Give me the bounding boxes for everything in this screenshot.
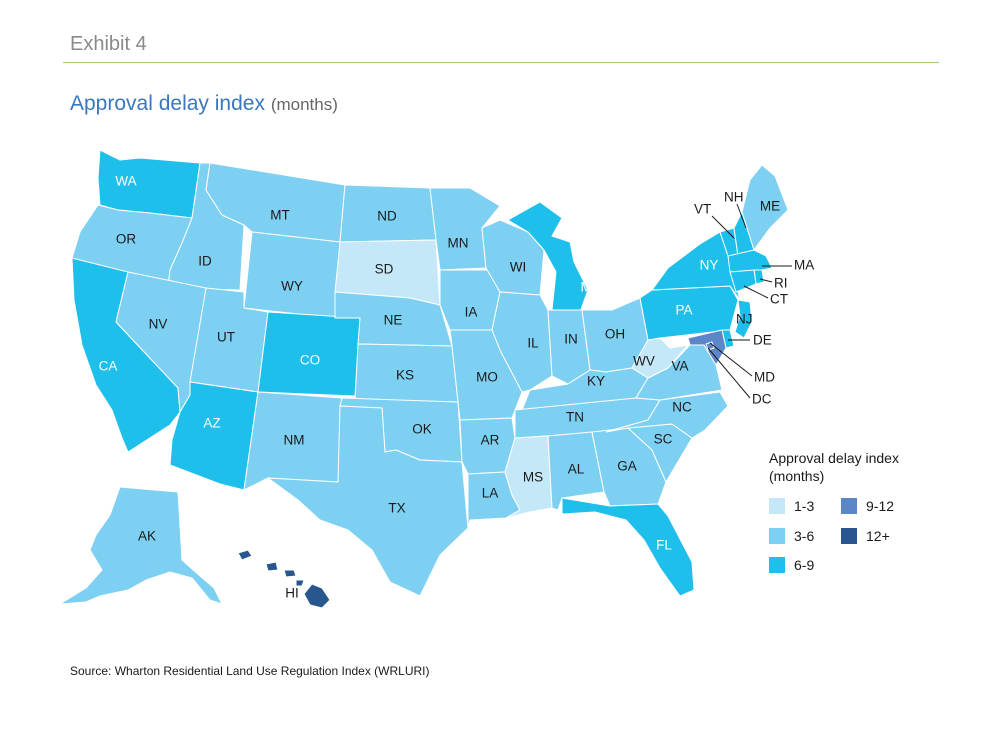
label-MS: MS [523,470,543,485]
state-MI [507,201,589,313]
legend-label: 1-3 [794,498,815,514]
label-AR: AR [481,433,500,448]
label-MO: MO [476,370,498,385]
label-VA: VA [671,359,688,374]
title-unit: (months) [270,95,338,114]
label-CA: CA [99,359,118,374]
label-WV: WV [633,354,655,369]
label-AK: AK [138,529,156,544]
state-labels: WA OR CA ID NV MT WY UT AZ CO NM ND SD N… [99,174,781,601]
label-IA: IA [465,305,478,320]
state-IA [439,269,501,331]
legend-swatch [769,498,785,514]
label-RI: RI [774,276,788,291]
label-PA: PA [675,303,692,318]
state-WA [97,149,201,219]
label-MN: MN [448,236,469,251]
state-NC [605,391,729,439]
label-NM: NM [284,433,305,448]
state-TX [267,405,469,597]
label-AZ: AZ [203,416,220,431]
label-WA: WA [115,174,136,189]
label-DC: DC [752,392,772,407]
label-TN: TN [566,410,584,425]
state-WY [243,231,341,319]
label-SC: SC [654,432,673,447]
legend-swatch [841,528,857,544]
state-HI [237,549,331,609]
state-AK [59,486,223,605]
exhibit-label: Exhibit 4 [70,33,147,55]
state-WI [481,219,545,296]
label-LA: LA [482,486,499,501]
label-NV: NV [149,317,168,332]
state-ME [741,164,789,251]
label-NJ: NJ [736,312,753,327]
label-OK: OK [412,422,432,437]
label-UT: UT [217,330,235,345]
legend-swatch [841,498,857,514]
label-HI: HI [285,586,299,601]
label-IL: IL [527,336,539,351]
label-NH: NH [724,190,744,205]
label-ID: ID [198,254,212,269]
label-OR: OR [116,232,137,247]
label-GA: GA [617,459,637,474]
label-TX: TX [388,501,405,516]
legend-title: Approval delay index (months) [769,450,899,484]
label-FL: FL [656,538,672,553]
label-KY: KY [587,374,605,389]
label-IN: IN [564,332,578,347]
label-OH: OH [605,327,625,342]
legend-label: 12+ [866,528,890,544]
legend-label: 9-12 [866,498,895,514]
chart-title: Approval delay index (months) [70,92,338,116]
label-NE: NE [384,313,403,328]
label-KS: KS [396,368,414,383]
state-FL [561,497,695,597]
legend-label: 6-9 [794,557,815,573]
state-CT [729,269,757,293]
title-text: Approval delay index [70,92,265,115]
label-ND: ND [377,209,397,224]
label-CO: CO [300,353,320,368]
legend-label: 3-6 [794,528,815,544]
label-SD: SD [375,262,394,277]
label-WY: WY [281,279,303,294]
header-divider [63,62,939,63]
legend-swatch [769,557,785,573]
label-VT: VT [694,202,711,217]
label-NC: NC [672,400,692,415]
label-ME: ME [760,199,780,214]
state-NJ [734,299,753,339]
label-MT: MT [270,208,290,223]
label-MD: MD [754,370,775,385]
label-NY: NY [700,258,719,273]
label-AL: AL [568,462,585,477]
label-CT: CT [770,292,788,307]
source-note: Source: Wharton Residential Land Use Reg… [70,664,430,678]
label-MI: MI [581,280,596,295]
label-DE: DE [753,333,772,348]
label-MA: MA [794,258,814,273]
legend-swatch [769,528,785,544]
label-WI: WI [510,260,527,275]
state-callouts: VT NH MA RI CT NJ DE MD DC [694,190,814,407]
